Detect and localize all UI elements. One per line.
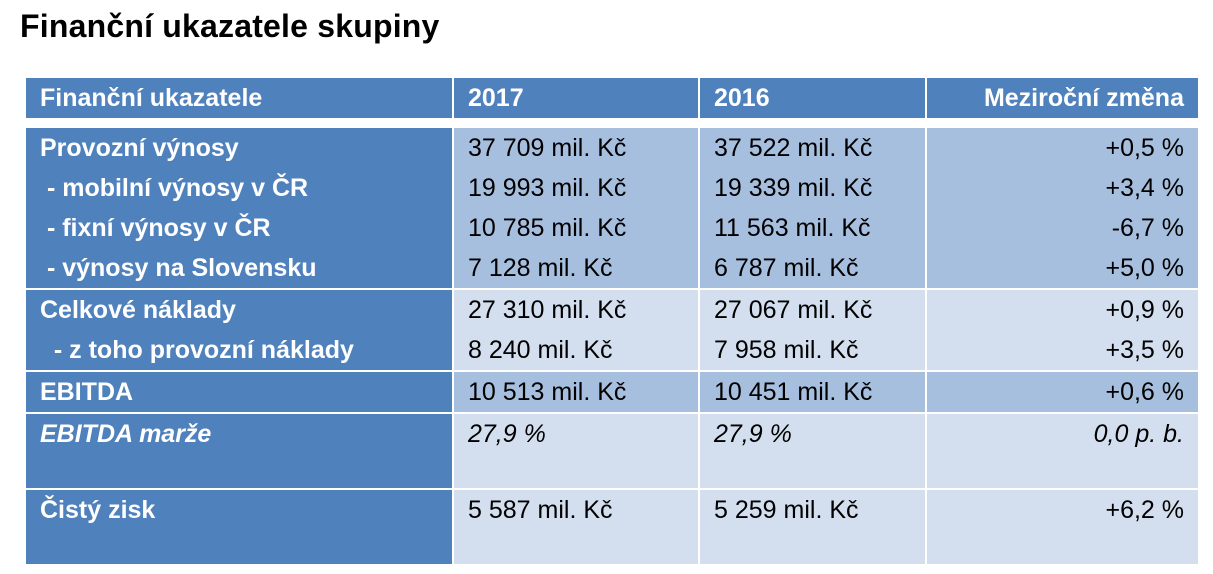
row-label: - fixní výnosy v ČR: [40, 214, 271, 242]
block-ebitda-margin: EBITDA marže 27,9 % 27,9 % 0,0 p. b.: [24, 412, 1200, 490]
row-label: Provozní výnosy: [40, 134, 239, 162]
value-2016: 27 067 mil. Kč: [714, 296, 873, 324]
value-2016: 7 958 mil. Kč: [714, 336, 859, 364]
label-cell: Provozní výnosy - mobilní výnosy v ČR - …: [24, 126, 454, 290]
header-2016: 2016: [698, 76, 927, 120]
row-label: EBITDA marže: [40, 420, 212, 448]
block-ebitda: EBITDA 10 513 mil. Kč 10 451 mil. Kč +0,…: [24, 370, 1200, 414]
yoy-change: +3,5 %: [1105, 336, 1184, 364]
row-label: - z toho provozní náklady: [40, 336, 354, 364]
value-2016: 10 451 mil. Kč: [714, 378, 873, 406]
row-label: - výnosy na Slovensku: [40, 254, 317, 282]
value-2016: 11 563 mil. Kč: [714, 214, 871, 242]
value-2016: 5 259 mil. Kč: [714, 496, 859, 524]
value-2017-cell: 37 709 mil. Kč 19 993 mil. Kč 10 785 mil…: [452, 126, 700, 290]
value-2017-cell: 10 513 mil. Kč: [452, 370, 700, 414]
value-2017: 10 513 mil. Kč: [468, 378, 627, 406]
table-header-row: Finanční ukazatele 2017 2016 Meziroční z…: [24, 76, 1200, 120]
row-label: Čistý zisk: [40, 496, 156, 524]
value-2016: 19 339 mil. Kč: [714, 174, 873, 202]
row-label: - mobilní výnosy v ČR: [40, 174, 309, 202]
yoy-change: +3,4 %: [1105, 174, 1184, 202]
label-cell: Celkové náklady - z toho provozní náklad…: [24, 288, 454, 372]
yoy-change: +0,5 %: [1105, 134, 1184, 162]
value-2016-cell: 37 522 mil. Kč 19 339 mil. Kč 11 563 mil…: [698, 126, 927, 290]
row-label: Celkové náklady: [40, 296, 236, 324]
change-cell: 0,0 p. b.: [925, 412, 1200, 490]
value-2016-cell: 5 259 mil. Kč: [698, 488, 927, 566]
value-2017-cell: 27,9 %: [452, 412, 700, 490]
yoy-change: +0,9 %: [1105, 296, 1184, 324]
label-cell: Čistý zisk: [24, 488, 454, 566]
value-2017: 7 128 mil. Kč: [468, 254, 613, 282]
change-cell: +6,2 %: [925, 488, 1200, 566]
spacer-row: [24, 118, 1200, 128]
value-2017: 27 310 mil. Kč: [468, 296, 627, 324]
yoy-change: +0,6 %: [1105, 378, 1184, 406]
yoy-change: +5,0 %: [1105, 254, 1184, 282]
row-label: EBITDA: [40, 378, 134, 406]
change-cell: +0,6 %: [925, 370, 1200, 414]
page-title: Finanční ukazatele skupiny: [20, 8, 440, 44]
value-2016: 6 787 mil. Kč: [714, 254, 859, 282]
value-2016-cell: 27 067 mil. Kč 7 958 mil. Kč: [698, 288, 927, 372]
value-2017-cell: 27 310 mil. Kč 8 240 mil. Kč: [452, 288, 700, 372]
value-2017: 8 240 mil. Kč: [468, 336, 613, 364]
value-2017: 37 709 mil. Kč: [468, 134, 627, 162]
value-2017-cell: 5 587 mil. Kč: [452, 488, 700, 566]
yoy-change: 0,0 p. b.: [1093, 420, 1184, 448]
yoy-change: -6,7 %: [1111, 214, 1184, 242]
change-cell: +0,5 % +3,4 % -6,7 % +5,0 %: [925, 126, 1200, 290]
value-2017: 27,9 %: [468, 420, 546, 448]
label-cell: EBITDA marže: [24, 412, 454, 490]
block-operating-revenue: Provozní výnosy - mobilní výnosy v ČR - …: [24, 126, 1200, 290]
value-2016-cell: 10 451 mil. Kč: [698, 370, 927, 414]
value-2017: 10 785 mil. Kč: [468, 214, 627, 242]
header-indicators: Finanční ukazatele: [24, 76, 454, 120]
header-yoy-change: Meziroční změna: [925, 76, 1200, 120]
financial-indicators-table: Finanční ukazatele 2017 2016 Meziroční z…: [24, 76, 1200, 566]
value-2017: 19 993 mil. Kč: [468, 174, 627, 202]
value-2016: 37 522 mil. Kč: [714, 134, 873, 162]
yoy-change: +6,2 %: [1105, 496, 1184, 524]
value-2016: 27,9 %: [714, 420, 792, 448]
header-2017: 2017: [452, 76, 700, 120]
label-cell: EBITDA: [24, 370, 454, 414]
block-total-costs: Celkové náklady - z toho provozní náklad…: [24, 288, 1200, 372]
value-2017: 5 587 mil. Kč: [468, 496, 613, 524]
block-net-profit: Čistý zisk 5 587 mil. Kč 5 259 mil. Kč +…: [24, 488, 1200, 566]
value-2016-cell: 27,9 %: [698, 412, 927, 490]
change-cell: +0,9 % +3,5 %: [925, 288, 1200, 372]
